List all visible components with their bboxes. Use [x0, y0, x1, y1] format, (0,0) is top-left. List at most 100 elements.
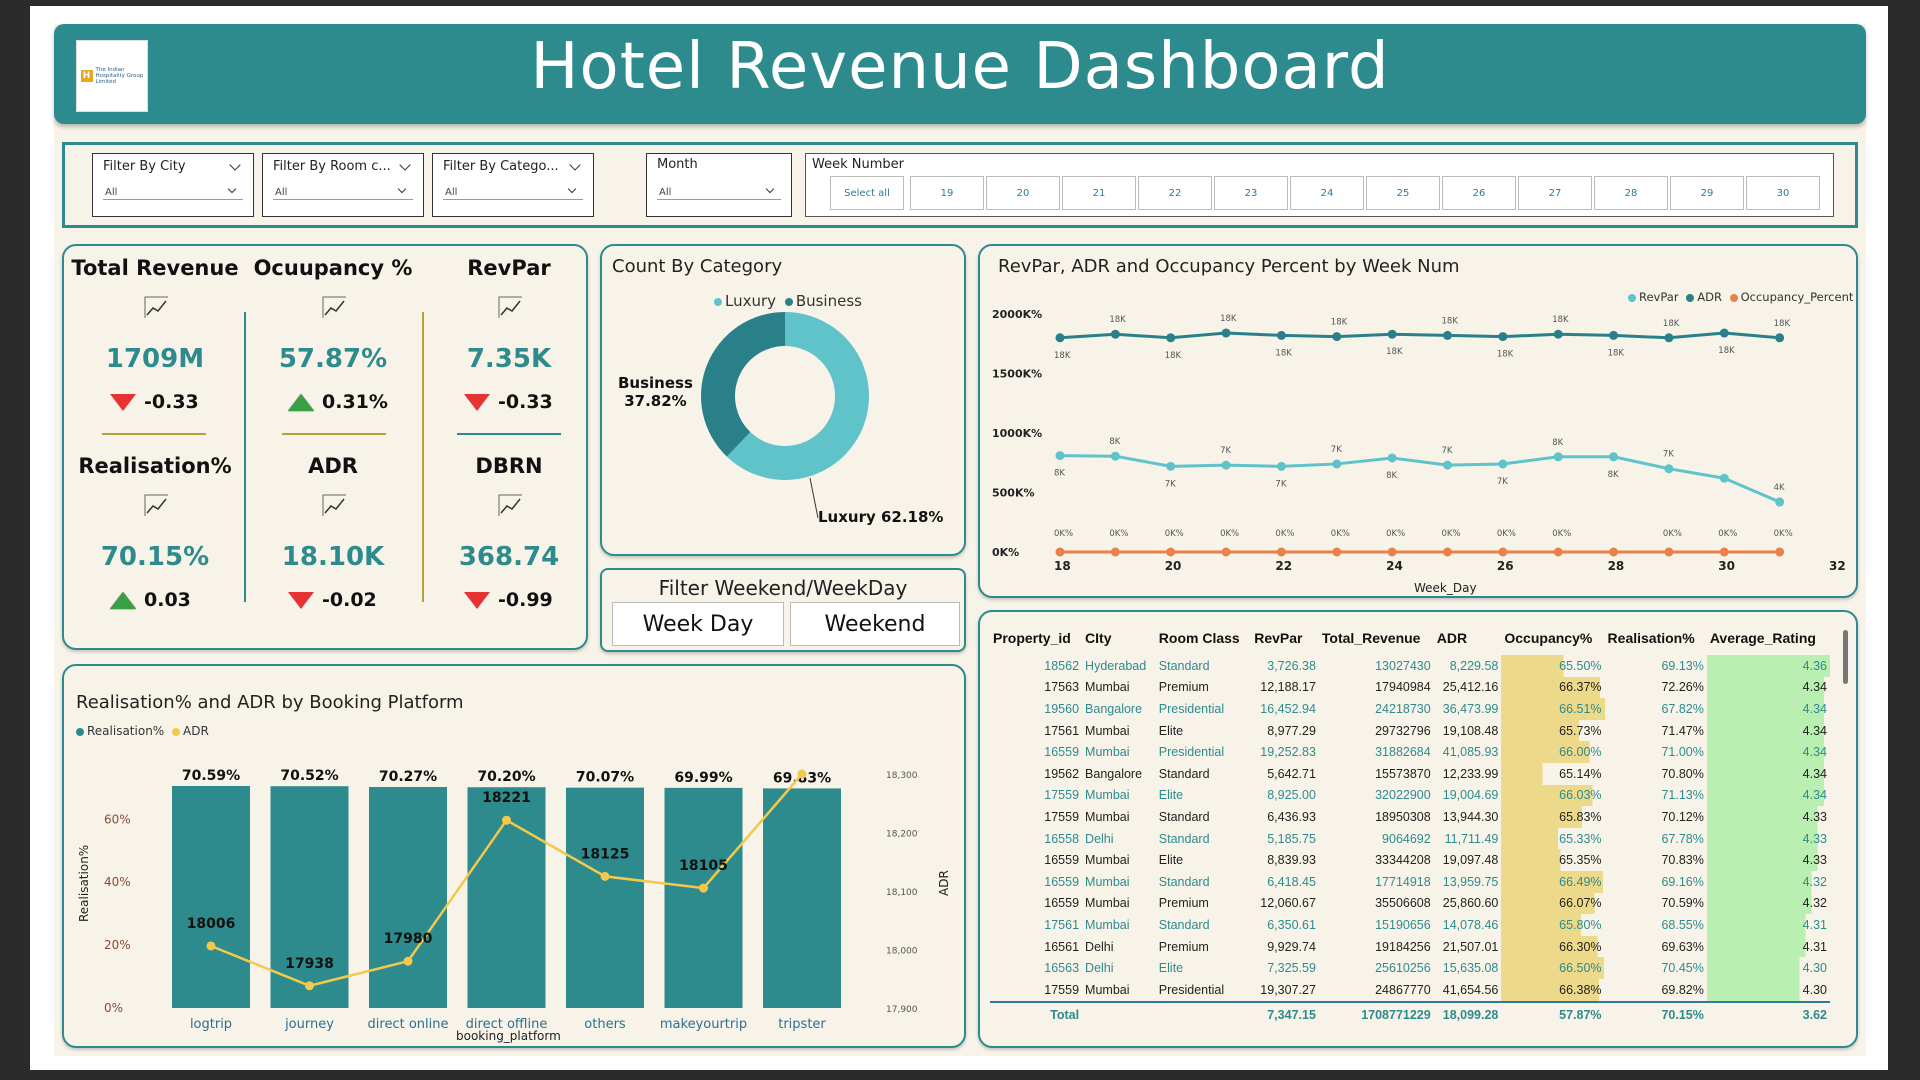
data-point[interactable]	[1055, 333, 1065, 343]
data-point[interactable]	[1110, 547, 1120, 557]
table-scrollbar[interactable]	[1843, 630, 1848, 684]
data-point[interactable]	[1332, 332, 1342, 342]
table-row[interactable]: 16563 Delhi Elite 7,325.59 25610256 15,635.08…	[990, 957, 1830, 979]
data-point[interactable]	[1775, 497, 1785, 507]
data-point[interactable]	[1719, 473, 1729, 483]
week-select-all-button[interactable]: Select all	[830, 176, 904, 210]
table-row[interactable]: 17559 Mumbai Standard 6,436.93 18950308 13,94…	[990, 806, 1830, 828]
data-point[interactable]	[1055, 451, 1065, 461]
data-point[interactable]	[1664, 547, 1674, 557]
table-row[interactable]: 19562 Bangalore Standard 5,642.71 15573870 12…	[990, 762, 1830, 785]
column-header[interactable]: Property_id	[993, 630, 1071, 646]
data-point[interactable]	[1276, 547, 1286, 557]
week-button-27[interactable]: 27	[1518, 176, 1592, 210]
bar-logtrip[interactable]	[172, 786, 250, 1008]
week-button-29[interactable]: 29	[1670, 176, 1744, 210]
table-row[interactable]: 16559 Mumbai Elite 8,839.93 33344208 19,097.4…	[990, 849, 1830, 871]
adr-point[interactable]	[600, 871, 610, 881]
city-filter-value[interactable]: All	[105, 187, 118, 198]
data-point[interactable]	[1387, 329, 1397, 339]
week-button-23[interactable]: 23	[1214, 176, 1288, 210]
week-button-30[interactable]: 30	[1746, 176, 1820, 210]
adr-point[interactable]	[797, 769, 807, 779]
month-filter[interactable]: Month All	[646, 153, 792, 217]
data-point[interactable]	[1609, 547, 1619, 557]
column-header[interactable]: Total_Revenue	[1321, 630, 1421, 646]
data-point[interactable]	[1387, 453, 1397, 463]
column-header[interactable]: ADR	[1436, 630, 1468, 646]
month-filter-value[interactable]: All	[659, 187, 672, 198]
chevron-down-icon[interactable]	[569, 159, 581, 171]
column-header[interactable]: Realisation%	[1607, 630, 1695, 646]
data-point[interactable]	[1443, 460, 1452, 470]
data-point[interactable]	[1332, 547, 1342, 557]
adr-point[interactable]	[502, 815, 511, 825]
data-point[interactable]	[1443, 547, 1452, 557]
week-button-28[interactable]: 28	[1594, 176, 1668, 210]
chevron-down-icon[interactable]	[765, 184, 775, 194]
category-filter-value[interactable]: All	[445, 187, 458, 198]
data-point[interactable]	[1775, 333, 1785, 343]
data-point[interactable]	[1055, 547, 1065, 557]
column-header[interactable]: RevPar	[1254, 630, 1303, 646]
adr-point[interactable]	[403, 956, 413, 966]
column-header[interactable]: Room Class	[1158, 630, 1240, 646]
column-header[interactable]: Average_Rating	[1709, 630, 1816, 646]
table-row[interactable]: 17563 Mumbai Premium 12,188.17 17940984 25,41…	[990, 676, 1830, 699]
column-header[interactable]: Occupancy%	[1504, 630, 1593, 646]
table-row[interactable]: 19560 Bangalore Presidential 16,452.94 24218…	[990, 698, 1830, 720]
data-point[interactable]	[1443, 330, 1452, 340]
data-point[interactable]	[1166, 461, 1176, 471]
bar-direct-online[interactable]	[369, 787, 447, 1008]
data-point[interactable]	[1276, 330, 1286, 340]
week-button-21[interactable]: 21	[1062, 176, 1136, 210]
table-row[interactable]: 17559 Mumbai Elite 8,925.00 32022900 19,004.6…	[990, 784, 1830, 807]
data-point[interactable]	[1166, 333, 1176, 343]
chevron-down-icon[interactable]	[397, 184, 407, 194]
data-point[interactable]	[1664, 464, 1674, 474]
data-point[interactable]	[1110, 451, 1120, 461]
table-row[interactable]: 18562 Hyderabad Standard 3,726.38 13027430 8,…	[990, 655, 1830, 677]
data-point[interactable]	[1609, 330, 1619, 340]
data-point[interactable]	[1110, 329, 1120, 339]
data-point[interactable]	[1498, 547, 1508, 557]
data-point[interactable]	[1276, 461, 1286, 471]
chevron-down-icon[interactable]	[567, 184, 577, 194]
data-point[interactable]	[1332, 459, 1342, 469]
table-row[interactable]: 17559 Mumbai Presidential 19,307.27 24867770…	[990, 978, 1830, 1002]
week-button-25[interactable]: 25	[1366, 176, 1440, 210]
week-button-22[interactable]: 22	[1138, 176, 1212, 210]
data-point[interactable]	[1719, 328, 1729, 338]
adr-point[interactable]	[699, 883, 708, 893]
category-filter[interactable]: Filter By Catego... All	[432, 153, 594, 217]
weekday-button[interactable]: Week Day	[612, 602, 784, 646]
table-row[interactable]: 16559 Mumbai Standard 6,418.45 17714918 13,95…	[990, 870, 1830, 893]
data-point[interactable]	[1775, 547, 1785, 557]
data-point[interactable]	[1221, 328, 1231, 338]
data-point[interactable]	[1553, 452, 1563, 462]
table-row[interactable]: 17561 Mumbai Elite 8,977.29 29732796 19,108.4…	[990, 719, 1830, 742]
data-point[interactable]	[1553, 547, 1563, 557]
data-point[interactable]	[1166, 547, 1176, 557]
data-point[interactable]	[1609, 452, 1619, 462]
data-point[interactable]	[1664, 333, 1674, 343]
week-button-20[interactable]: 20	[986, 176, 1060, 210]
table-row[interactable]: 17561 Mumbai Standard 6,350.61 15190656 14,07…	[990, 914, 1830, 936]
city-filter[interactable]: Filter By City All	[92, 153, 254, 217]
week-button-26[interactable]: 26	[1442, 176, 1516, 210]
adr-point[interactable]	[206, 941, 216, 951]
adr-point[interactable]	[305, 981, 314, 991]
data-point[interactable]	[1387, 547, 1397, 557]
data-point[interactable]	[1221, 547, 1231, 557]
chevron-down-icon[interactable]	[399, 159, 411, 171]
chevron-down-icon[interactable]	[227, 184, 237, 194]
room-class-filter-value[interactable]: All	[275, 187, 288, 198]
bar-journey[interactable]	[270, 786, 349, 1008]
table-row[interactable]: 16561 Delhi Premium 9,929.74 19184256 21,507.…	[990, 935, 1830, 958]
week-button-19[interactable]: 19	[910, 176, 984, 210]
data-point[interactable]	[1498, 459, 1508, 469]
bar-tripster[interactable]	[763, 788, 841, 1008]
column-header[interactable]: CIty	[1085, 630, 1112, 646]
data-point[interactable]	[1221, 460, 1231, 470]
data-point[interactable]	[1553, 329, 1563, 339]
